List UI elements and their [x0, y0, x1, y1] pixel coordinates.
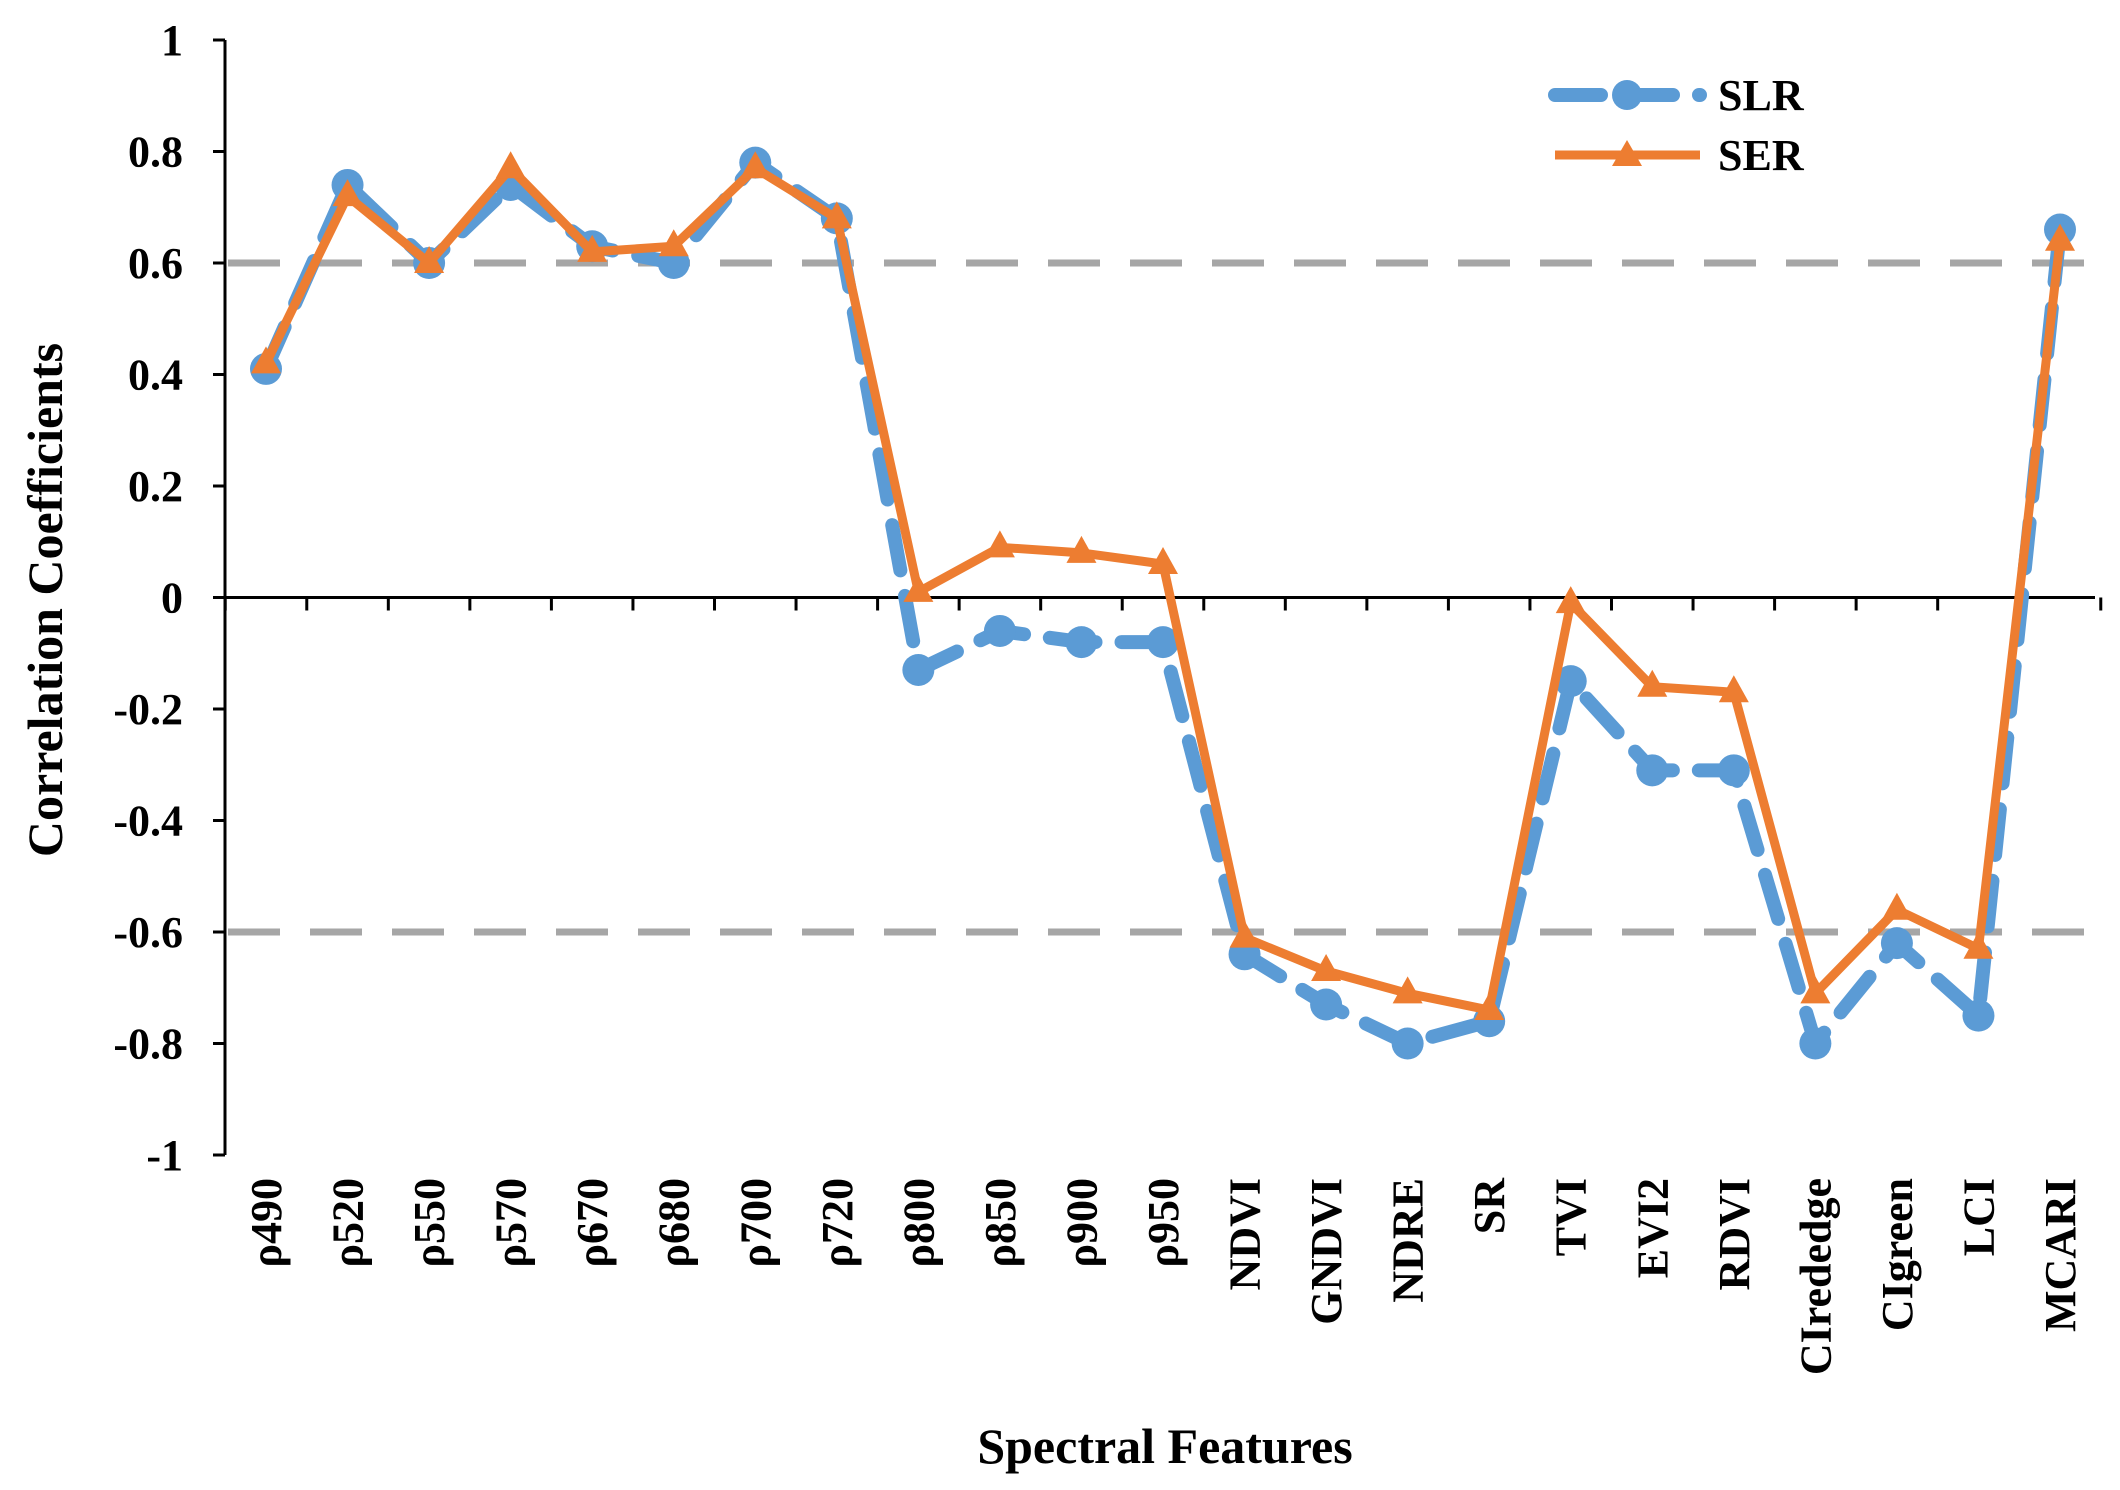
data-point-ser: [1637, 669, 1668, 697]
data-point-ser: [1311, 954, 1342, 982]
data-point-slr: [1880, 927, 1913, 960]
data-point-ser: [658, 229, 689, 257]
y-tick-label: 0.6: [128, 239, 183, 288]
x-axis-title: Spectral Features: [977, 1418, 1352, 1474]
x-tick-label: ρ520: [324, 1178, 373, 1268]
data-point-ser: [577, 234, 608, 262]
data-point-ser: [332, 179, 363, 207]
y-axis-title: Correlation Coefficients: [17, 343, 73, 857]
data-point-ser: [1881, 892, 1912, 920]
x-tick-label: TVI: [1547, 1178, 1596, 1256]
x-tick-label: EVI2: [1628, 1178, 1677, 1278]
data-point-slr: [902, 653, 935, 686]
data-point-ser: [414, 246, 445, 273]
tick-labels: 1 0.8 0.6 0.4 0.2 0 -0.2 -0.4 -0.6 -0.8 -1 ρ490 ρ520…: [113, 16, 2085, 1375]
y-tick-label: 0: [161, 574, 183, 623]
data-point-ser: [740, 151, 771, 179]
legend-item-slr: SLR: [1548, 71, 1805, 120]
y-tick-label: 1: [161, 16, 183, 65]
x-tick-label: NDVI: [1221, 1178, 1270, 1290]
x-tick-label: ρ550: [405, 1178, 454, 1268]
data-point-slr: [1391, 1027, 1424, 1060]
series-line-ser: [261, 163, 2065, 1015]
data-point-slr: [1962, 999, 1995, 1032]
y-tick-label: -0.8: [113, 1020, 183, 1069]
data-point-slr: [1554, 665, 1587, 698]
data-point-ser: [984, 530, 1015, 558]
data-point-slr: [1717, 754, 1750, 787]
axes: [213, 38, 2103, 1157]
x-tick-label: ρ680: [650, 1178, 699, 1268]
x-tick-label: NDRE: [1384, 1178, 1433, 1303]
legend: SLR SER: [1548, 71, 1805, 180]
legend-label-ser: SER: [1718, 131, 1805, 180]
data-point-ser: [1555, 586, 1586, 614]
x-tick-label: CIgreen: [1873, 1178, 1922, 1331]
data-point-ser: [1718, 675, 1749, 703]
data-point-ser: [251, 346, 281, 374]
data-point-ser: [2045, 223, 2075, 251]
x-tick-label: ρ900: [1057, 1178, 1106, 1268]
x-tick-label: ρ720: [813, 1178, 862, 1268]
data-point-ser: [495, 151, 526, 179]
x-tick-label: RDVI: [1710, 1178, 1759, 1290]
legend-marker-ser: [1612, 140, 1642, 166]
x-tick-label: ρ950: [1139, 1178, 1188, 1268]
data-point-ser: [1392, 976, 1423, 1004]
x-tick-label: ρ850: [976, 1178, 1025, 1268]
x-tick-label: SR: [1465, 1177, 1514, 1234]
y-tick-label: 0.4: [128, 351, 183, 400]
data-point-ser: [1963, 931, 1994, 959]
data-point-ser: [1229, 920, 1260, 948]
data-point-slr: [1310, 988, 1343, 1021]
y-tick-label: -0.6: [113, 908, 183, 957]
y-tick-label: -0.2: [113, 685, 183, 734]
data-point-slr: [1799, 1027, 1832, 1060]
data-point-slr: [1636, 754, 1669, 787]
legend-item-ser: SER: [1555, 131, 1805, 180]
y-tick-label: -0.4: [113, 797, 183, 846]
x-tick-label: CIrededge: [1791, 1178, 1840, 1375]
x-tick-label: GNDVI: [1302, 1178, 1351, 1325]
legend-label-slr: SLR: [1718, 71, 1805, 120]
y-tick-label: 0.8: [128, 128, 183, 177]
data-point-slr: [1065, 626, 1098, 659]
x-tick-label: ρ700: [731, 1178, 780, 1268]
data-point-ser: [1474, 993, 1505, 1021]
x-tick-label: MCARI: [2036, 1178, 2085, 1332]
x-tick-label: ρ670: [568, 1178, 617, 1268]
x-tick-label: LCI: [1954, 1178, 2003, 1256]
data-point-slr: [983, 614, 1016, 647]
x-tick-label: ρ570: [487, 1178, 536, 1268]
data-point-ser: [1800, 976, 1831, 1004]
threshold-lines: [228, 259, 2090, 936]
y-tick-label: -1: [146, 1131, 183, 1180]
data-point-ser: [903, 574, 934, 602]
data-point-slr: [1147, 626, 1179, 659]
data-point-ser: [1148, 547, 1178, 575]
data-point-ser: [821, 201, 852, 229]
series-lines: [250, 146, 2076, 1060]
x-tick-label: ρ490: [242, 1178, 291, 1268]
data-point-ser: [1066, 535, 1097, 563]
x-tick-label: ρ800: [894, 1178, 943, 1268]
legend-marker-slr: [1612, 80, 1642, 110]
y-tick-label: 0.2: [128, 462, 183, 511]
